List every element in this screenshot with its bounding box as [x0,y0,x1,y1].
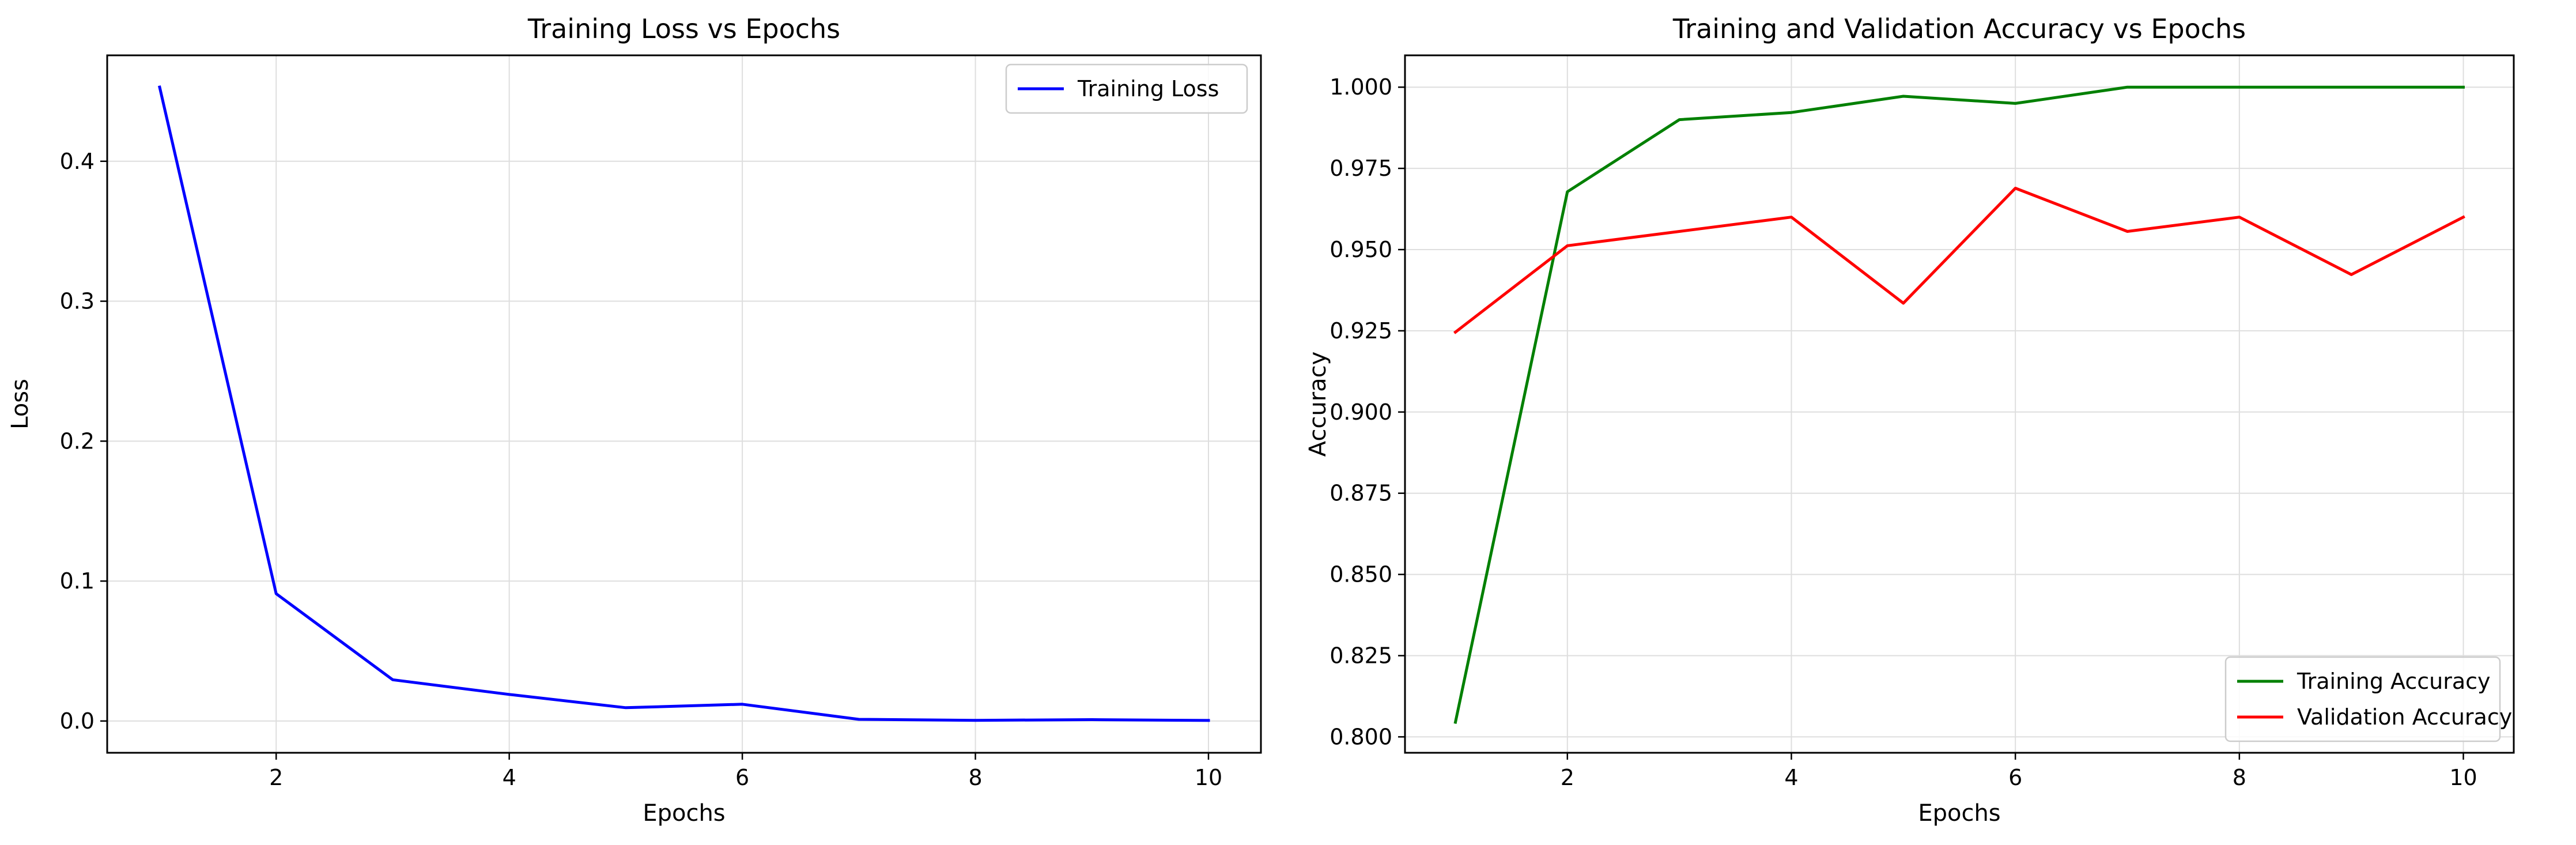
legend: Training Loss [1005,63,1248,114]
x-tick-label: 4 [503,765,516,790]
chart-2: 2 4 6 8 10 0.800 0.825 0.850 0.875 0.900 0.925 0.95… [1305,13,2515,827]
y-tick-label: 0.825 [1329,643,1392,668]
x-tick-label: 8 [2233,765,2246,790]
legend-box [2224,656,2501,742]
chart-title: Training and Validation Accuracy vs Epoc… [1672,13,2246,44]
x-tick-label: 8 [968,765,982,790]
y-axis-label: Loss [7,379,33,429]
legend-label-1: Training Loss [1077,76,1219,101]
legend-label-1: Training Accuracy [2297,669,2491,694]
y-tick-label: 0.850 [1329,562,1392,587]
x-tick-label: 2 [269,765,283,790]
x-tick-label: 2 [1561,765,1574,790]
legend-label-2: Validation Accuracy [2297,704,2512,730]
series-line-1 [1453,85,2465,724]
x-axis-label: Epochs [643,800,725,827]
legend-box [1005,63,1248,114]
x-axis-label: Epochs [1918,800,2000,827]
y-tick-label: 0.1 [60,568,95,594]
x-tick-label: 4 [1784,765,1798,790]
axes-frame [1404,54,2515,754]
y-tick-label: 0.0 [60,708,95,734]
y-tick-label: 0.4 [60,149,95,174]
y-tick-label: 0.975 [1329,156,1392,181]
axes-frame [106,54,1262,754]
chart-title: Training Loss vs Epochs [527,13,840,44]
y-tick-label: 0.875 [1329,481,1392,506]
x-tick-label: 10 [2449,765,2477,790]
x-tick-label: 6 [735,765,749,790]
x-tick-label: 10 [1195,765,1222,790]
y-tick-label: 0.950 [1329,237,1392,262]
y-tick-label: 0.900 [1329,399,1392,425]
series-line-1 [158,85,1210,722]
chart-1: 2 4 6 8 10 0.0 0.1 0.2 0.3 0.4 Training Loss vs Ep… [7,13,1262,827]
series-line-2 [1453,187,2465,334]
y-tick-label: 0.3 [60,289,95,314]
y-tick-label: 0.2 [60,428,95,454]
y-axis-label: Accuracy [1305,352,1331,457]
y-tick-label: 0.925 [1329,318,1392,344]
y-tick-label: 0.800 [1329,724,1392,749]
x-tick-label: 6 [2008,765,2022,790]
y-tick-label: 1.000 [1329,74,1392,100]
legend: Training Accuracy Validation Accuracy [2224,656,2512,742]
